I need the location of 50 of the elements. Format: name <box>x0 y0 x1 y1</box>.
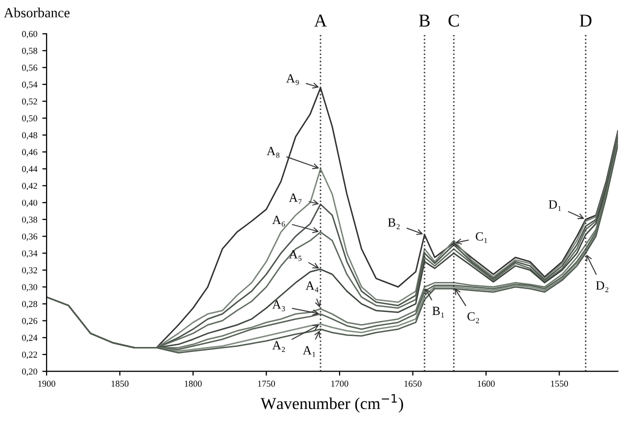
y-tick-label: 0,46 <box>22 149 38 156</box>
y-tick-label: 0,40 <box>22 200 38 208</box>
annotation: B₂ <box>388 218 400 230</box>
y-tick-label: 0,58 <box>22 48 38 56</box>
annotation: C₂ <box>467 312 479 324</box>
annotation: D₂ <box>596 281 608 292</box>
x-tick-label: 1800 <box>184 380 202 387</box>
x-tick-label: 1650 <box>404 380 422 387</box>
y-tick-label: 0,20 <box>22 368 38 376</box>
ref-line-label: B <box>419 14 430 27</box>
ref-line-label: C <box>448 14 459 27</box>
annotation: A₂ <box>272 341 285 352</box>
annotation: A₆ <box>272 216 285 227</box>
annotation: A₉ <box>286 74 299 86</box>
y-tick-label: 0,24 <box>22 334 38 342</box>
x-tick-label: 1600 <box>478 380 495 387</box>
annotation: C₁ <box>476 232 488 244</box>
x-tick-label: 1550 <box>551 380 568 387</box>
annotation: A₃ <box>272 300 285 312</box>
y-tick-label: 0,32 <box>22 267 38 275</box>
y-tick-label: 0,56 <box>22 64 38 72</box>
y-tick-label: 0,36 <box>22 233 38 241</box>
annotation: A₅ <box>288 250 302 261</box>
annotation: A₇ <box>288 193 302 204</box>
y-tick-label: 0,52 <box>22 98 38 106</box>
y-tick-label: 0,34 <box>22 250 38 258</box>
annotation: A₄ <box>306 281 318 292</box>
y-tick-label: 0,44 <box>22 166 38 174</box>
y-tick-label: 0,28 <box>22 300 38 308</box>
x-tick-label: 1750 <box>258 380 275 387</box>
annotation: D₁ <box>548 200 561 212</box>
ref-line-label: D <box>580 14 592 27</box>
y-tick-label: 0,26 <box>22 318 38 326</box>
x-tick-label: 1900 <box>38 380 56 387</box>
annotation: B₁ <box>432 306 444 318</box>
y-tick-label: 0,48 <box>22 132 38 140</box>
y-tick-label: 0,60 <box>22 30 38 38</box>
annotation: A₈ <box>266 146 280 158</box>
y-tick-label: 0,50 <box>22 115 38 123</box>
x-tick-label: 1850 <box>112 380 129 387</box>
x-tick-label: 1700 <box>331 380 348 387</box>
annotation: A₁ <box>302 346 316 357</box>
y-tick-label: 0,38 <box>22 216 38 224</box>
y-tick-label: 0,54 <box>22 82 38 89</box>
y-tick-label: 0,30 <box>22 284 38 292</box>
y-tick-label: 0,42 <box>22 182 38 190</box>
x-axis-title: Wavenumber (cm$^{−1}$) <box>260 394 404 413</box>
y-tick-label: 0,22 <box>22 352 38 359</box>
y-axis-title: Absorbance <box>4 8 70 18</box>
ref-line-label: A <box>314 14 327 27</box>
